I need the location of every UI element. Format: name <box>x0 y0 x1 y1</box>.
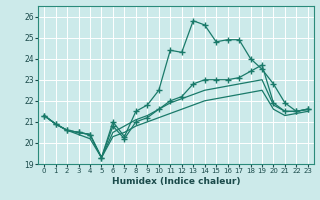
X-axis label: Humidex (Indice chaleur): Humidex (Indice chaleur) <box>112 177 240 186</box>
